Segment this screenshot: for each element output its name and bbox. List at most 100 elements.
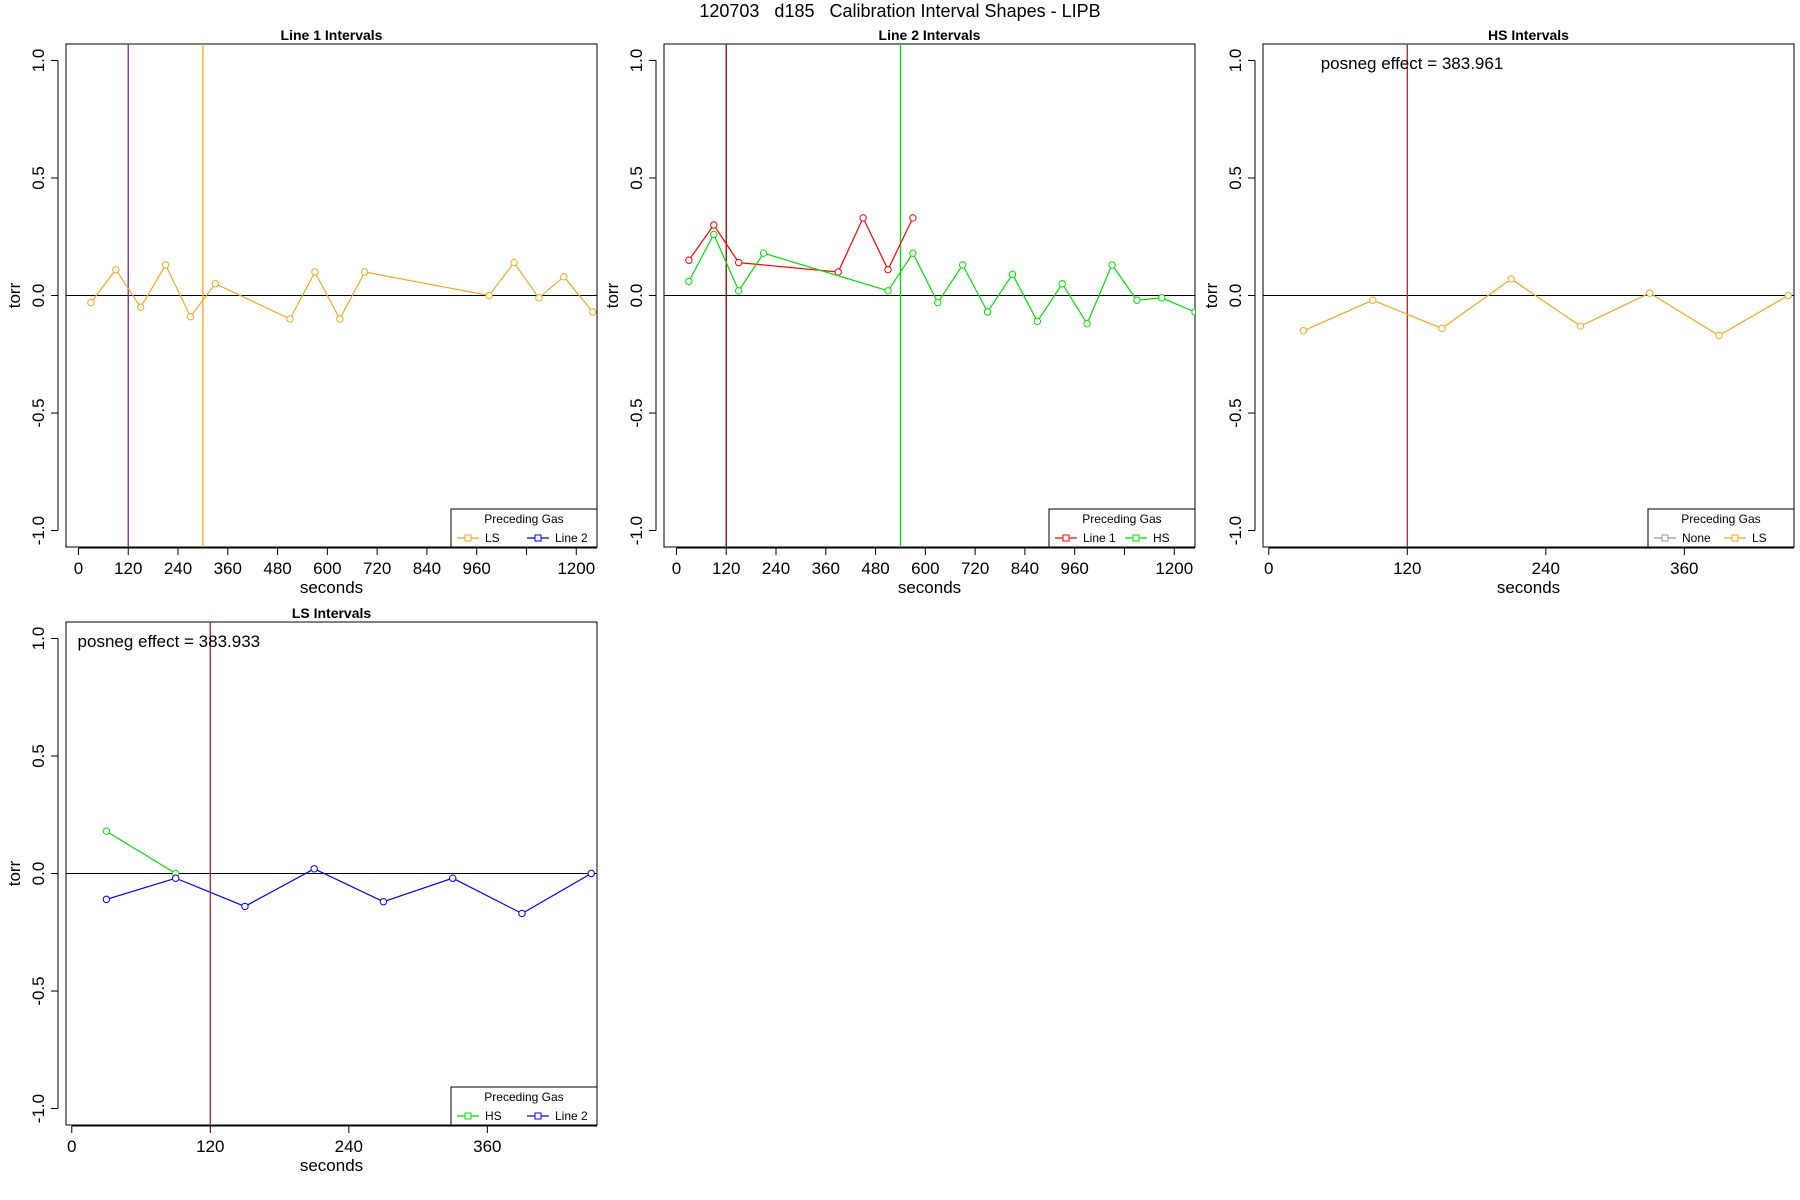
x-tick-label: 960 <box>463 559 491 578</box>
legend-title: Preceding Gas <box>484 1090 563 1104</box>
x-tick-label: 360 <box>473 1137 501 1156</box>
data-point <box>336 315 344 323</box>
data-point <box>909 249 917 257</box>
y-tick-label: 0.0 <box>1226 284 1245 308</box>
legend-label: HS <box>485 1109 502 1123</box>
legend-title: Preceding Gas <box>1082 512 1161 526</box>
data-point <box>485 291 493 300</box>
data-point <box>560 272 568 281</box>
data-point <box>589 308 597 316</box>
x-tick-label: 360 <box>1670 559 1698 578</box>
data-point <box>958 261 967 269</box>
data-point <box>983 308 992 316</box>
data-point <box>136 303 145 311</box>
data-point <box>161 261 170 269</box>
x-tick-label: 0 <box>672 559 681 578</box>
data-point <box>859 214 867 222</box>
series-line <box>106 868 592 915</box>
data-point <box>1299 327 1308 335</box>
posneg-annotation: posneg effect = 383.961 <box>1321 54 1504 73</box>
y-tick-label: -0.5 <box>627 398 646 427</box>
legend: Preceding Gas LS Line 2 <box>450 508 598 548</box>
data-point <box>171 874 180 882</box>
x-axis-label: seconds <box>898 578 961 597</box>
y-tick-label: 0.0 <box>627 284 646 308</box>
legend-box <box>450 508 598 548</box>
x-tick-label: 1200 <box>557 559 595 578</box>
legend-marker <box>1661 534 1669 542</box>
legend: Preceding Gas Line 1 HS <box>1048 508 1196 548</box>
plot-data <box>1263 44 1794 547</box>
chart-panel-3: HS Intervals -1.0 -0.5 0.0 0.5 1.0 torr 0 120 240… <box>1202 27 1795 597</box>
data-point <box>449 874 457 882</box>
x-tick-label: 240 <box>335 1137 363 1156</box>
x-axis-label: seconds <box>300 578 363 597</box>
data-point <box>1033 317 1042 326</box>
data-point <box>1438 324 1446 333</box>
y-tick-label: 0.5 <box>1226 166 1245 190</box>
x-tick-label: 120 <box>712 559 740 578</box>
data-point <box>102 895 111 904</box>
plot-data <box>66 622 597 1125</box>
data-point <box>360 268 369 276</box>
x-tick-label: 360 <box>214 559 242 578</box>
data-point <box>587 869 595 878</box>
data-point <box>186 312 195 321</box>
series-line <box>837 216 914 273</box>
data-point <box>734 258 743 267</box>
legend: Preceding Gas None LS <box>1647 508 1795 548</box>
data-point <box>535 294 543 302</box>
y-tick-label: 1.0 <box>1226 49 1245 73</box>
x-tick-label: 240 <box>164 559 192 578</box>
x-tick-label: 360 <box>812 559 840 578</box>
y-tick-label: 0.5 <box>627 166 646 190</box>
panel-title: Line 2 Intervals <box>879 27 981 43</box>
y-tick-label: -1.0 <box>29 516 48 545</box>
plot-data <box>66 44 597 547</box>
series-line <box>90 261 594 321</box>
legend-marker <box>1731 534 1739 542</box>
x-axis-label: seconds <box>1497 578 1560 597</box>
panel-title: LS Intervals <box>292 605 372 621</box>
legend-title: Preceding Gas <box>484 512 563 526</box>
posneg-annotation: posneg effect = 383.933 <box>78 632 261 651</box>
data-point <box>685 277 693 286</box>
data-point <box>1646 289 1654 297</box>
figure-title: 120703 d185 Calibration Interval Shapes … <box>699 1 1101 21</box>
data-point <box>310 865 318 873</box>
series-hs <box>685 230 1195 328</box>
data-point <box>934 298 942 307</box>
chart-panel-2: Line 2 Intervals -1.0 -0.5 0.0 0.5 1.0 torr 0 12… <box>603 27 1196 597</box>
x-tick-label: 960 <box>1061 559 1089 578</box>
legend-marker <box>534 534 542 542</box>
series-hs <box>102 827 180 878</box>
series-ls <box>87 258 597 323</box>
x-tick-label: 840 <box>413 559 441 578</box>
legend-title: Preceding Gas <box>1681 512 1760 526</box>
data-point <box>1576 322 1585 330</box>
y-tick-label: 0.5 <box>29 166 48 190</box>
series-line <box>688 233 765 293</box>
y-axis-label: torr <box>603 282 622 308</box>
y-tick-label: -1.0 <box>627 516 646 545</box>
data-point <box>884 287 892 295</box>
legend-label: Line 2 <box>555 1109 588 1123</box>
series-line-1 <box>685 214 917 276</box>
data-point <box>710 230 718 239</box>
legend-marker <box>1062 534 1070 542</box>
y-tick-label: -0.5 <box>29 398 48 427</box>
data-point <box>112 265 120 274</box>
legend-marker <box>464 1112 472 1120</box>
x-tick-label: 0 <box>67 1137 76 1156</box>
data-point <box>102 827 111 835</box>
x-tick-label: 0 <box>74 559 83 578</box>
data-point <box>286 315 294 323</box>
data-point <box>734 287 743 295</box>
y-tick-label: 0.0 <box>29 862 48 886</box>
x-tick-label: 480 <box>861 559 889 578</box>
legend-marker <box>534 1112 542 1120</box>
y-tick-label: 0.0 <box>29 284 48 308</box>
x-tick-label: 120 <box>196 1137 224 1156</box>
data-point <box>1008 270 1017 279</box>
panel-title: Line 1 Intervals <box>281 27 383 43</box>
